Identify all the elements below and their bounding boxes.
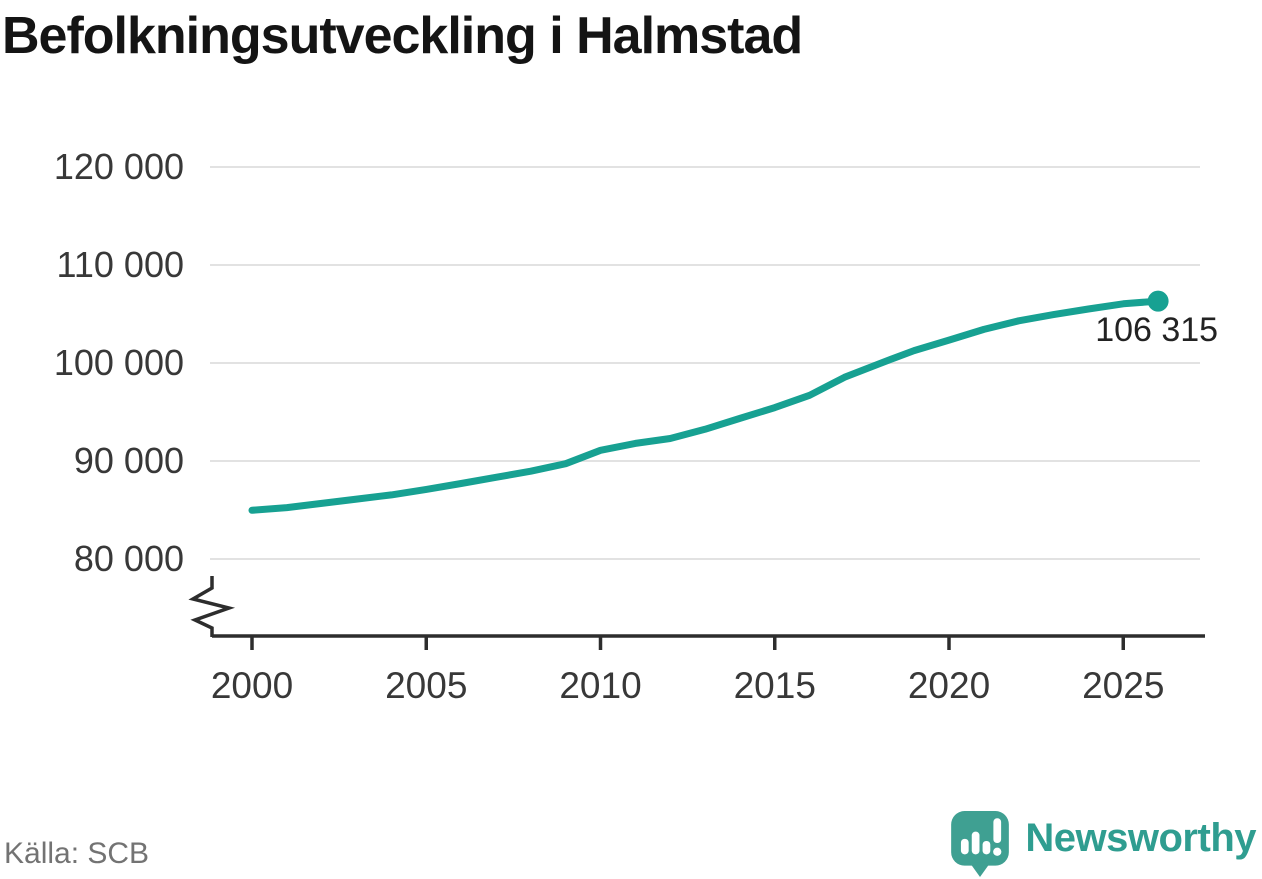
last-point-marker (1147, 290, 1169, 312)
x-axis-tick-label: 2015 (734, 665, 816, 706)
x-axis-tick-label: 2000 (211, 665, 293, 706)
newsworthy-logo: Newsworthy (947, 809, 1256, 877)
y-axis-tick-label: 110 000 (57, 244, 184, 285)
axis-break-icon (188, 576, 236, 637)
y-axis-tick-label: 120 000 (54, 146, 184, 187)
x-axis-tick-label: 2020 (908, 665, 990, 706)
y-axis-tick-label: 90 000 (74, 440, 184, 481)
y-axis-tick-label: 80 000 (74, 538, 184, 579)
x-axis-tick-label: 2025 (1082, 665, 1164, 706)
newsworthy-wordmark: Newsworthy (1025, 816, 1256, 860)
x-axis-tick-label: 2010 (559, 665, 641, 706)
population-line-series (248, 297, 1162, 514)
source-label: Källa: SCB (4, 837, 150, 870)
population-line-chart: 120 000 110 000 100 000 90 000 80 000 2000 200… (54, 146, 1218, 706)
y-axis-tick-label: 100 000 (54, 342, 184, 383)
last-value-label: 106 315 (1095, 311, 1218, 349)
newsworthy-speech-bubble-bar-chart-icon (951, 811, 1010, 877)
page-title: Befolkningsutveckling i Halmstad (2, 7, 803, 65)
x-axis-tick-label: 2005 (385, 665, 467, 706)
